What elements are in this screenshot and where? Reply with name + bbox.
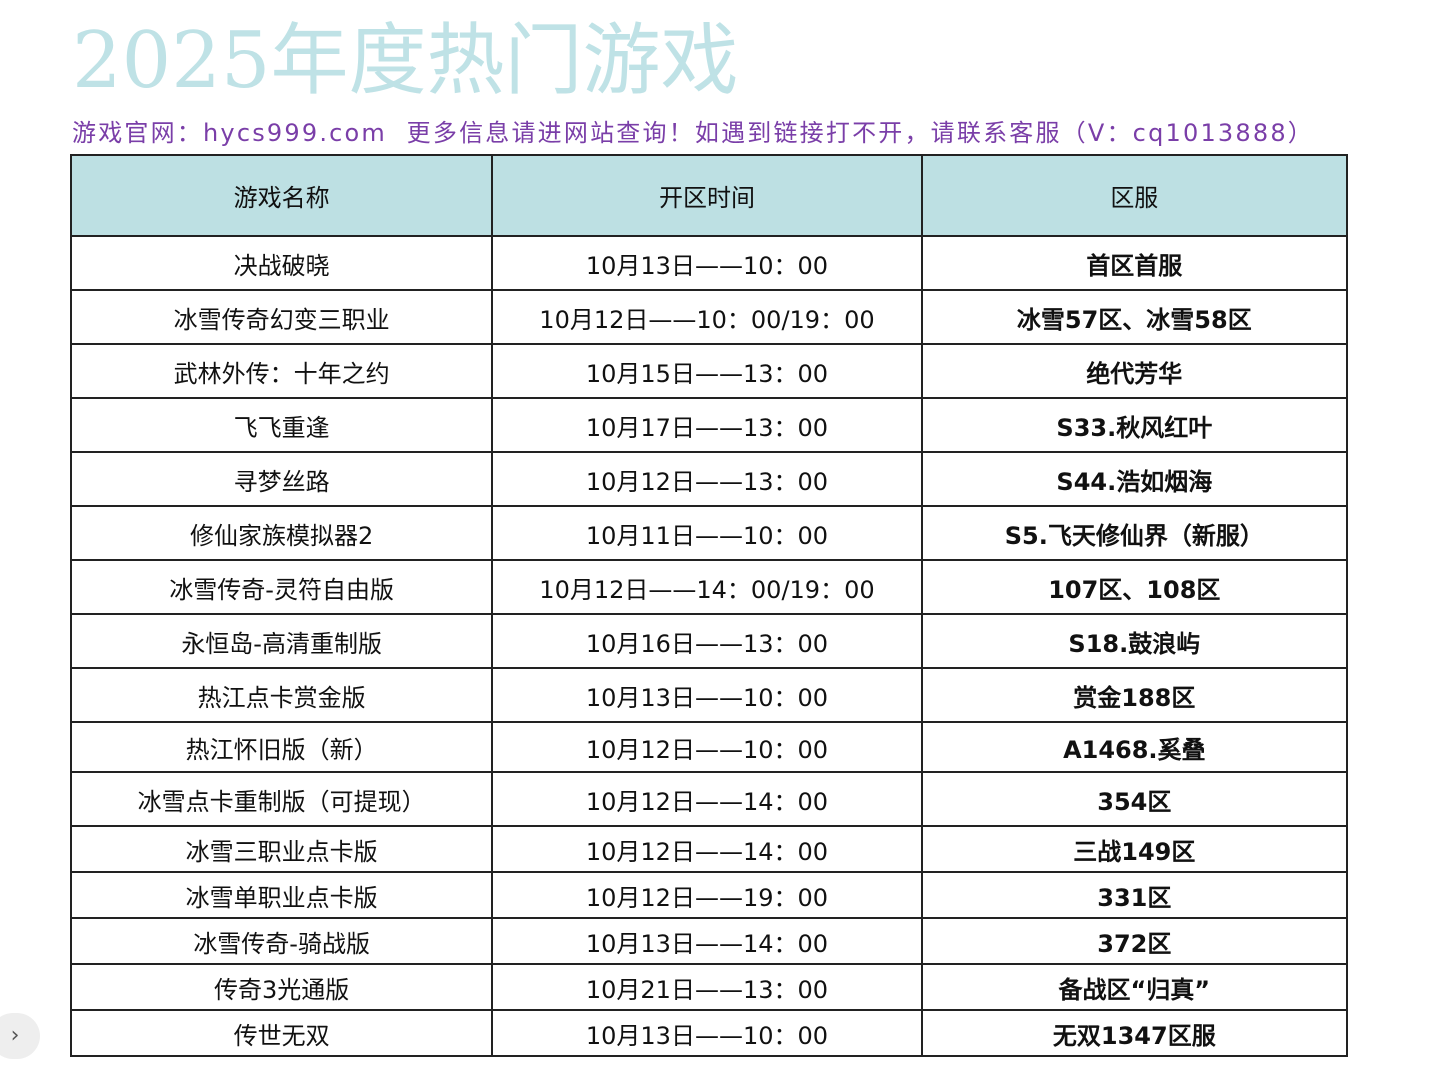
subtitle: 游戏官网：hycs999.com 更多信息请进网站查询！如遇到链接打不开，请联系… [72,119,1314,147]
table-cell: 354区 [920,771,1349,827]
table-cell: 10月12日——10：00 [491,721,923,773]
schedule-table: 游戏名称 开区时间 区服 决战破晓 10月13日——10：00 首区首服 冰雪传奇幻变三职… [69,154,1349,1057]
table-row: 冰雪传奇-灵符自由版 10月12日——14：00/19：00 107区、108区 [69,559,1349,615]
table-cell: S44.浩如烟海 [920,451,1349,507]
table-cell: 冰雪三职业点卡版 [69,825,494,873]
table-cell: 修仙家族模拟器2 [69,505,494,561]
table-cell: 331区 [920,871,1349,919]
expand-button[interactable]: › [0,1013,40,1059]
table-cell: 372区 [920,917,1349,965]
table-row: 冰雪传奇-骑战版 10月13日——14：00 372区 [69,917,1349,965]
table-cell: 冰雪传奇幻变三职业 [69,289,494,345]
table-cell: 10月12日——19：00 [491,871,923,919]
table-row: 传奇3光通版 10月21日——13：00 备战区“归真” [69,963,1349,1011]
table-cell: 10月13日——10：00 [491,667,923,723]
table-cell: 寻梦丝路 [69,451,494,507]
table-cell: 107区、108区 [920,559,1349,615]
table-row: 冰雪传奇幻变三职业 10月12日——10：00/19：00 冰雪57区、冰雪58区 [69,289,1349,345]
table-cell: 武林外传：十年之约 [69,343,494,399]
table-row: 热江点卡赏金版 10月13日——10：00 赏金188区 [69,667,1349,723]
table-cell: 三战149区 [920,825,1349,873]
table-cell: 首区首服 [920,235,1349,291]
table-cell: 10月12日——14：00/19：00 [491,559,923,615]
column-header: 游戏名称 [69,154,494,237]
table-row: 决战破晓 10月13日——10：00 首区首服 [69,235,1349,291]
table-cell: 永恒岛-高清重制版 [69,613,494,669]
table-cell: 10月12日——10：00/19：00 [491,289,923,345]
table-cell: 无双1347区服 [920,1009,1349,1057]
table-cell: 备战区“归真” [920,963,1349,1011]
table-row: 冰雪三职业点卡版 10月12日——14：00 三战149区 [69,825,1349,873]
table-cell: S5.飞天修仙界（新服） [920,505,1349,561]
table-cell: 传世无双 [69,1009,494,1057]
table-row: 飞飞重逢 10月17日——13：00 S33.秋风红叶 [69,397,1349,453]
title: 2025年度热门游戏 [72,16,739,106]
table-cell: 热江怀旧版（新） [69,721,494,773]
table-cell: 传奇3光通版 [69,963,494,1011]
table-cell: 10月12日——14：00 [491,771,923,827]
table-row: 寻梦丝路 10月12日——13：00 S44.浩如烟海 [69,451,1349,507]
table-cell: 10月13日——10：00 [491,1009,923,1057]
table-row: 修仙家族模拟器2 10月11日——10：00 S5.飞天修仙界（新服） [69,505,1349,561]
table-cell: 10月13日——10：00 [491,235,923,291]
table-cell: 10月12日——14：00 [491,825,923,873]
table-cell: 10月17日——13：00 [491,397,923,453]
table-cell: 10月11日——10：00 [491,505,923,561]
table-cell: S18.鼓浪屿 [920,613,1349,669]
table-row: 传世无双 10月13日——10：00 无双1347区服 [69,1009,1349,1057]
table-cell: 冰雪57区、冰雪58区 [920,289,1349,345]
table-row: 冰雪单职业点卡版 10月12日——19：00 331区 [69,871,1349,919]
table-cell: 10月13日——14：00 [491,917,923,965]
table-row: 永恒岛-高清重制版 10月16日——13：00 S18.鼓浪屿 [69,613,1349,669]
table-row: 冰雪点卡重制版（可提现） 10月12日——14：00 354区 [69,771,1349,827]
column-header: 开区时间 [491,154,923,237]
header-row: 游戏名称 开区时间 区服 [69,154,1349,237]
table-cell: 飞飞重逢 [69,397,494,453]
table-cell: 冰雪点卡重制版（可提现） [69,771,494,827]
table-cell: 决战破晓 [69,235,494,291]
table-cell: 冰雪单职业点卡版 [69,871,494,919]
table-cell: 冰雪传奇-灵符自由版 [69,559,494,615]
table-cell: 绝代芳华 [920,343,1349,399]
table-cell: 10月15日——13：00 [491,343,923,399]
table-cell: 冰雪传奇-骑战版 [69,917,494,965]
table-cell: A1468.奚叠 [920,721,1349,773]
table-cell: 10月16日——13：00 [491,613,923,669]
table-cell: 热江点卡赏金版 [69,667,494,723]
table-cell: 10月21日——13：00 [491,963,923,1011]
table-cell: 10月12日——13：00 [491,451,923,507]
table-cell: 赏金188区 [920,667,1349,723]
table-row: 武林外传：十年之约 10月15日——13：00 绝代芳华 [69,343,1349,399]
table-cell: S33.秋风红叶 [920,397,1349,453]
table-row: 热江怀旧版（新） 10月12日——10：00 A1468.奚叠 [69,721,1349,773]
column-header: 区服 [920,154,1349,237]
